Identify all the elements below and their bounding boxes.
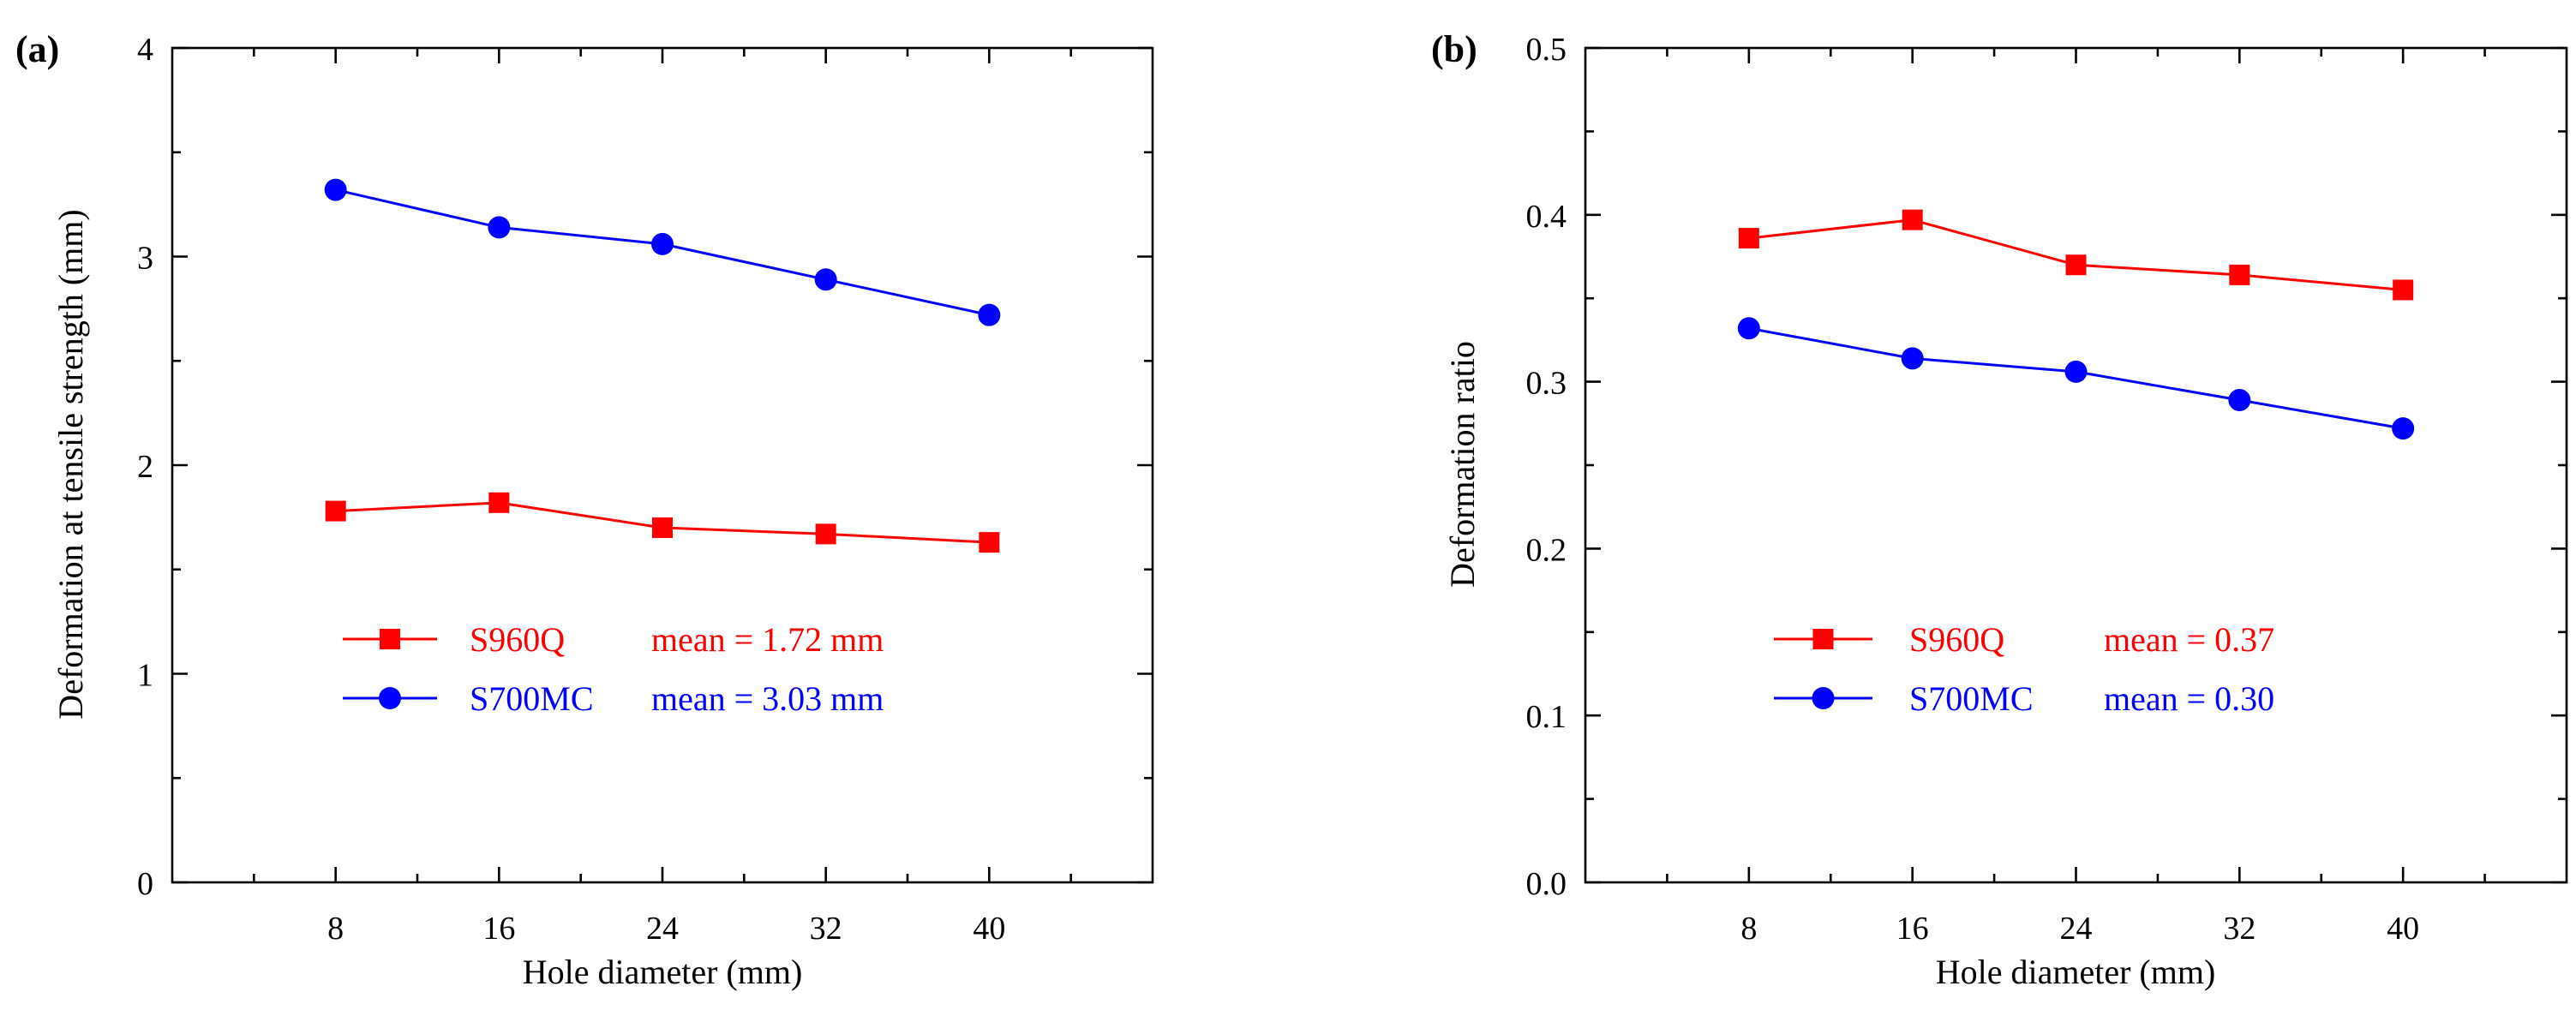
- data-point-s700mc: [488, 216, 511, 239]
- data-point-s700mc: [2064, 360, 2088, 383]
- legend-marker-s700mc: [1812, 687, 1835, 709]
- y-tick-label: 2: [137, 449, 153, 485]
- data-point-s960q: [979, 532, 1000, 553]
- legend-mean-s700mc: mean = 0.30: [2104, 679, 2274, 718]
- legend-marker-s960q: [380, 629, 400, 649]
- x-tick-label: 40: [2387, 911, 2419, 947]
- data-point-s700mc: [978, 303, 1001, 326]
- data-point-s700mc: [1737, 317, 1760, 340]
- y-tick-label: 0: [137, 866, 153, 902]
- legend-marker-s700mc: [379, 687, 401, 709]
- legend-label-s960q: S960Q: [1909, 620, 2004, 659]
- data-point-s960q: [2065, 254, 2087, 276]
- data-point-s700mc: [2392, 417, 2415, 440]
- x-tick-label: 16: [1896, 911, 1929, 947]
- data-point-s960q: [1738, 228, 1759, 249]
- data-point-s960q: [1902, 209, 1923, 230]
- y-tick-label: 0.1: [1526, 699, 1567, 735]
- data-point-s700mc: [324, 178, 347, 201]
- x-tick-label: 32: [810, 911, 842, 947]
- legend-label-s700mc: S700MC: [470, 679, 594, 718]
- legend-mean-s700mc: mean = 3.03 mm: [651, 679, 884, 718]
- y-tick-label: 0.0: [1526, 866, 1567, 902]
- x-tick-label: 24: [646, 911, 679, 947]
- chart-a-xlabel: Hole diameter (mm): [523, 953, 803, 991]
- legend-label-s960q: S960Q: [470, 620, 565, 659]
- chart-b-ylabel: Deformation ratio: [1443, 341, 1482, 588]
- panel-label-a: (a): [15, 28, 59, 70]
- chart-b: (b) Deformation ratio Hole diameter (mm)…: [1431, 28, 2568, 991]
- x-tick-label: 32: [2223, 911, 2255, 947]
- data-point-s960q: [325, 500, 346, 522]
- y-tick-label: 3: [137, 241, 153, 277]
- x-tick-label: 16: [482, 911, 515, 947]
- plot-frame: [1584, 46, 2568, 884]
- chart-a-ylabel: Deformation at tensile strength (mm): [51, 209, 90, 719]
- data-point-s960q: [815, 523, 836, 545]
- chart-a: (a) Deformation at tensile strength (mm)…: [15, 28, 1154, 991]
- x-tick-label: 8: [327, 911, 344, 947]
- data-point-s700mc: [1901, 347, 1924, 370]
- data-point-s960q: [2393, 279, 2414, 301]
- y-tick-label: 0.3: [1526, 366, 1567, 402]
- data-point-s960q: [2229, 264, 2250, 285]
- y-tick-label: 0.4: [1526, 199, 1567, 235]
- legend-mean-s960q: mean = 0.37: [2104, 620, 2274, 659]
- chart-b-xlabel: Hole diameter (mm): [1936, 953, 2216, 991]
- data-point-s700mc: [814, 268, 837, 291]
- data-point-s960q: [652, 517, 673, 539]
- data-point-s700mc: [651, 232, 674, 255]
- x-tick-label: 8: [1740, 911, 1757, 947]
- y-tick-label: 0.5: [1526, 32, 1567, 68]
- legend-marker-s960q: [1812, 629, 1834, 649]
- data-point-s960q: [488, 492, 510, 513]
- y-tick-label: 0.2: [1526, 532, 1567, 568]
- data-point-s700mc: [2228, 389, 2251, 412]
- legend-mean-s960q: mean = 1.72 mm: [651, 620, 884, 659]
- panel-label-b: (b): [1431, 28, 1477, 70]
- plot-frame: [171, 46, 1154, 884]
- x-tick-label: 40: [973, 911, 1005, 947]
- x-tick-label: 24: [2060, 911, 2093, 947]
- legend-label-s700mc: S700MC: [1909, 679, 2034, 718]
- y-tick-label: 1: [137, 658, 153, 694]
- y-tick-label: 4: [137, 32, 153, 68]
